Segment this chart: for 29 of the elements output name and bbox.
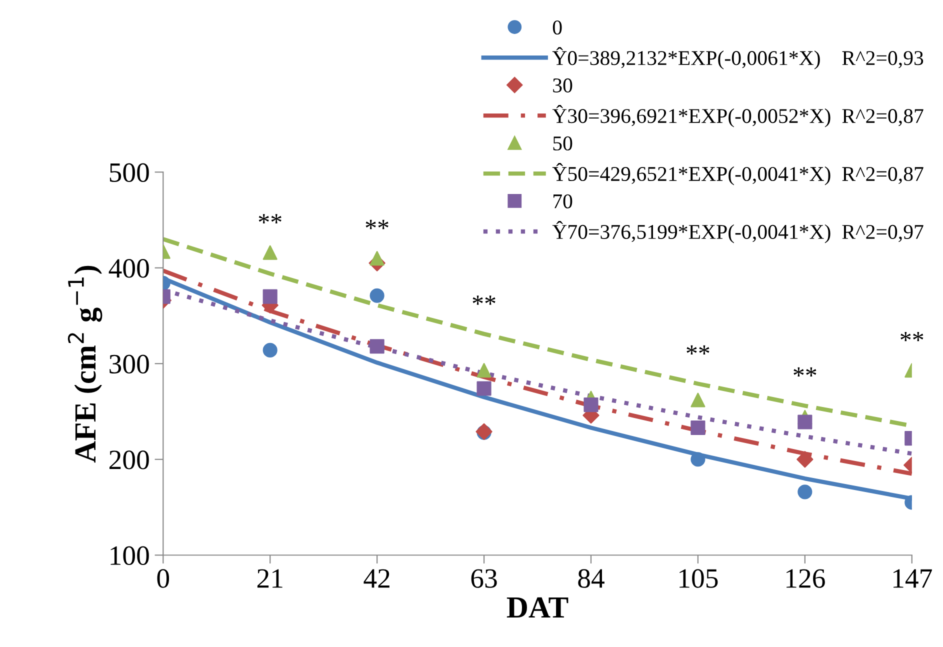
x-tick-label: 126	[786, 569, 825, 588]
x-tick-label: 63	[471, 569, 497, 588]
y-axis-title: AFE (cm$^{2}$ g$^{−1}$)	[68, 266, 102, 463]
x-tick-label: 42	[364, 569, 390, 588]
legend-label: Ŷ50=429,6521*EXP(-0,0041*X) R^2=0,87	[552, 162, 924, 186]
y-tick-label: 200	[110, 450, 149, 470]
legend-label: Ŷ0=389,2132*EXP(-0,0061*X) R^2=0,93	[552, 47, 924, 70]
legend-label: 0	[552, 20, 562, 35]
x-tick-label: 21	[257, 569, 282, 588]
y-tick-label: 100	[110, 546, 149, 566]
x-tick-label: 0	[157, 569, 170, 588]
x-tick-label: 147	[893, 569, 932, 588]
annotation: **	[900, 332, 924, 342]
y-tick-label: 300	[110, 354, 149, 374]
legend-label: 30	[553, 78, 572, 92]
annotation: **	[366, 220, 388, 230]
annotation: **	[686, 345, 710, 355]
annotation: **	[472, 296, 496, 305]
annotation: **	[258, 214, 282, 224]
x-tick-label: 84	[578, 569, 604, 588]
y-tick-label: 400	[108, 259, 149, 278]
legend-label: 50	[553, 136, 572, 150]
annotation: **	[794, 367, 816, 377]
x-tick-label: 105	[680, 569, 718, 588]
x-axis-title: DAT	[506, 597, 568, 618]
y-tick-label: 500	[110, 163, 149, 182]
legend-label: Ŷ70=376,5199*EXP(-0,0041*X) R^2=0,97	[552, 220, 924, 244]
legend-label: Ŷ30=396,6921*EXP(-0,0052*X) R^2=0,87	[552, 105, 924, 128]
legend-label: 70	[554, 194, 572, 208]
